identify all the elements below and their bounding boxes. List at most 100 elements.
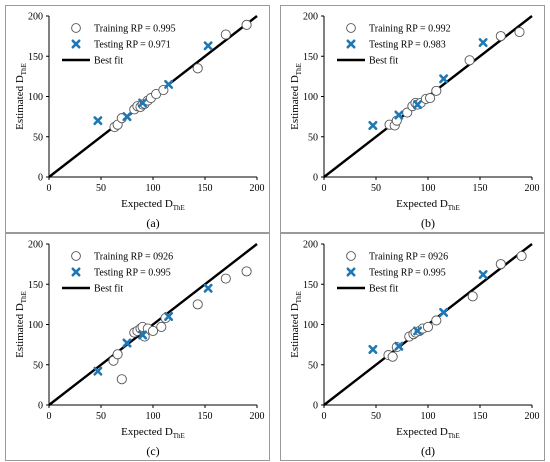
legend-testing-marker [71,267,81,277]
testing-point [394,110,404,120]
legend-label: Best fit [369,284,398,295]
y-tick-label: 200 [303,12,318,23]
legend-training-marker [346,251,356,261]
y-tick-label: 100 [28,92,43,103]
legend-training-marker [346,23,356,33]
x-tick-label: 50 [96,183,106,194]
training-point [192,63,203,74]
training-point [431,85,442,96]
x-tick-label: 0 [322,183,327,194]
y-axis-label: Estimated DThE [289,63,303,130]
legend: Training RP = 0.995 Testing RP = 0.971 Bes… [62,23,176,67]
y-axis-label: Estimated DThE [14,63,28,130]
legend-label: Testing RP = 0.995 [94,268,171,279]
y-tick-label: 0 [313,401,318,412]
testing-point [164,79,174,89]
training-point [112,349,123,360]
y-tick-label: 150 [28,280,43,291]
y-axis-label: Estimated DThE [14,291,28,358]
best-fit-line [48,243,258,406]
y-tick-label: 150 [303,280,318,291]
x-axis-label: Expected DThE [396,198,460,212]
legend-label: Training RP = 0926 [369,252,448,263]
panel-caption: (c) [146,444,159,458]
testing-point [439,74,449,84]
training-point [422,321,434,332]
y-tick-label: 0 [313,173,318,184]
x-tick-label: 200 [250,183,265,194]
testing-point [122,338,132,348]
legend-label: Testing RP = 0.983 [369,40,446,51]
testing-point [368,344,378,354]
y-tick-label: 150 [28,52,43,63]
x-tick-label: 0 [47,183,52,194]
x-tick-label: 50 [371,183,381,194]
training-point [495,259,506,270]
scatter-plot-b: 0 50 100 150 200 0 50 100 150 200 Expected DThE Est… [289,12,540,231]
legend-training-marker [71,251,81,261]
testing-point [394,341,404,351]
x-axis-label: Expected DThE [121,198,185,212]
y-tick-label: 100 [28,320,43,331]
x-tick-label: 150 [473,183,488,194]
testing-point [138,330,148,340]
x-tick-label: 200 [250,411,265,422]
legend-training-marker [71,23,81,33]
training-point [156,321,167,332]
training-point [241,266,252,277]
testing-point [439,307,449,317]
x-tick-label: 0 [47,411,52,422]
legend-label: Training RP = 0.992 [369,24,451,35]
legend-label: Best fit [94,56,123,67]
chart-panel-d: 0 50 100 150 200 0 50 100 150 200 Expected DThE Est… [280,233,545,461]
y-tick-label: 50 [308,360,318,371]
plot-series [48,243,258,406]
training-point [514,27,525,38]
legend-testing-marker [346,39,356,49]
x-tick-label: 100 [146,411,161,422]
x-tick-label: 50 [371,411,381,422]
panel-caption: (b) [421,216,435,230]
y-tick-label: 100 [303,92,318,103]
x-tick-label: 200 [525,411,540,422]
y-tick-label: 50 [308,132,318,143]
y-tick-label: 100 [303,320,318,331]
testing-point [93,366,103,376]
scatter-plot-d: 0 50 100 150 200 0 50 100 150 200 Expected DThE Est… [289,240,540,459]
x-tick-label: 150 [198,411,213,422]
legend-label: Best fit [369,56,398,67]
x-tick-label: 150 [198,183,213,194]
y-tick-label: 200 [28,240,43,251]
training-point [192,299,203,310]
legend: Training RP = 0.992 Testing RP = 0.983 Bes… [337,23,451,67]
legend-testing-marker [71,39,81,49]
training-point [431,315,442,326]
testing-point [368,120,378,130]
legend-label: Testing RP = 0.971 [94,40,171,51]
x-axis-label: Expected DThE [396,426,460,440]
x-tick-label: 50 [96,411,106,422]
training-point [464,55,475,66]
training-point [387,351,398,362]
x-tick-label: 100 [421,411,436,422]
plot-series [48,15,258,178]
legend-label: Training RP = 0.995 [94,24,176,35]
x-tick-label: 200 [525,183,540,194]
y-axis-label: Estimated DThE [289,291,303,358]
testing-point [203,41,213,51]
chart-panel-a: 0 50 100 150 200 0 50 100 150 200 Expected DThE Est… [5,5,270,233]
testing-point [93,116,103,126]
panel-caption: (a) [146,216,159,230]
x-tick-label: 150 [473,411,488,422]
legend-label: Training RP = 0926 [94,252,173,263]
y-tick-label: 150 [303,52,318,63]
chart-panel-b: 0 50 100 150 200 0 50 100 150 200 Expected DThE Est… [280,5,545,233]
y-tick-label: 200 [28,12,43,23]
x-axis-label: Expected DThE [121,426,185,440]
legend: Training RP = 0926 Testing RP = 0.995 Best… [62,251,173,295]
training-point [147,325,159,336]
scatter-plot-c: 0 50 100 150 200 0 50 100 150 200 Expected DThE Est… [14,240,265,459]
legend: Training RP = 0926 Testing RP = 0.995 Best… [337,251,448,295]
training-point [220,29,231,40]
testing-point [413,326,423,336]
